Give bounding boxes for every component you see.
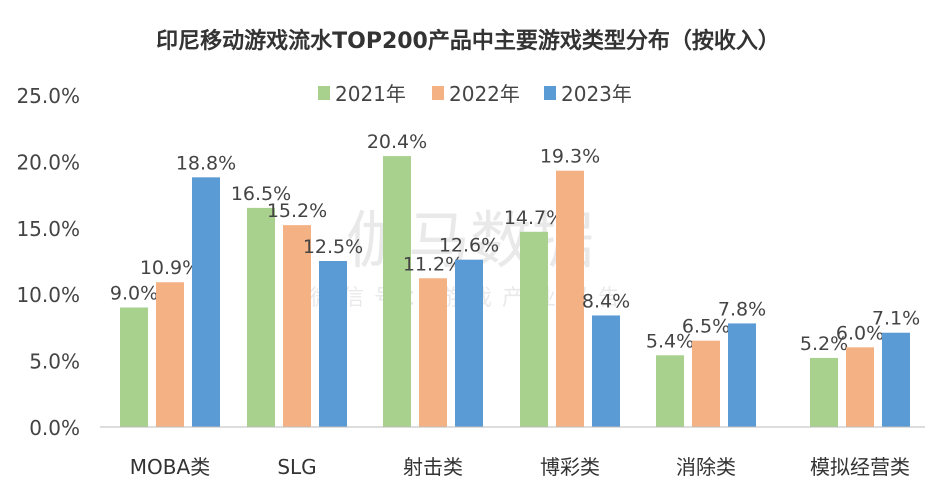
data-label: 5.2%	[800, 333, 848, 355]
legend-swatch	[318, 86, 330, 100]
bar	[692, 340, 720, 427]
bar	[419, 278, 447, 427]
x-tick-label: 博彩类	[540, 455, 600, 479]
data-label: 15.2%	[267, 200, 327, 222]
data-label: 11.2%	[403, 253, 463, 275]
bar	[882, 332, 910, 427]
bar	[192, 177, 220, 427]
data-label: 12.6%	[439, 235, 499, 257]
data-label: 16.5%	[231, 183, 291, 205]
bar	[247, 207, 275, 427]
y-tick-label: 10.0%	[16, 283, 80, 307]
bar	[556, 170, 584, 428]
data-label: 12.5%	[303, 236, 363, 258]
y-tick-label: 15.0%	[16, 217, 80, 241]
data-label: 7.8%	[718, 298, 766, 320]
data-label: 19.3%	[540, 146, 600, 168]
bar	[728, 323, 756, 427]
bars: 9.0%10.9%18.8%16.5%15.2%12.5%20.4%11.2%1…	[110, 131, 920, 428]
x-tick-label: MOBA类	[130, 455, 210, 479]
legend-label: 2021年	[335, 82, 406, 106]
x-tick-label: SLG	[277, 455, 316, 479]
bar	[156, 282, 184, 427]
bar	[846, 347, 874, 427]
data-label: 14.7%	[504, 207, 564, 229]
bar	[319, 261, 347, 427]
legend-label: 2022年	[449, 82, 520, 106]
x-tick-label: 消除类	[676, 455, 736, 479]
data-label: 6.0%	[836, 322, 884, 344]
data-label: 8.4%	[582, 290, 630, 312]
x-axis: MOBA类 SLG 射击类 博彩类 消除类 模拟经营类	[100, 426, 925, 479]
data-label: 10.9%	[140, 257, 200, 279]
data-label: 9.0%	[110, 282, 158, 304]
data-label: 5.4%	[646, 330, 694, 352]
x-tick-label: 模拟经营类	[810, 455, 910, 479]
legend-label: 2023年	[561, 82, 632, 106]
bar	[283, 225, 311, 427]
data-label: 20.4%	[367, 131, 427, 153]
x-tick-label: 射击类	[403, 455, 463, 479]
bar	[520, 231, 548, 427]
data-label: 18.8%	[176, 152, 236, 174]
chart-title: 印尼移动游戏流水TOP200产品中主要游戏类型分布（按收入）	[156, 28, 780, 54]
bar	[592, 315, 620, 427]
legend-swatch	[544, 86, 556, 100]
bar	[120, 307, 148, 427]
legend: 2021年 2022年 2023年	[318, 82, 632, 106]
bar	[810, 357, 838, 427]
bar	[656, 355, 684, 427]
y-axis: 0.0% 5.0% 10.0% 15.0% 20.0% 25.0%	[16, 84, 80, 440]
y-tick-label: 20.0%	[16, 150, 80, 174]
y-tick-label: 5.0%	[29, 350, 80, 374]
y-tick-label: 0.0%	[29, 416, 80, 440]
bar	[455, 259, 483, 427]
y-tick-label: 25.0%	[16, 84, 80, 108]
data-label: 6.5%	[682, 316, 730, 338]
bar	[383, 156, 411, 427]
data-label: 7.1%	[872, 308, 920, 330]
legend-swatch	[432, 86, 444, 100]
